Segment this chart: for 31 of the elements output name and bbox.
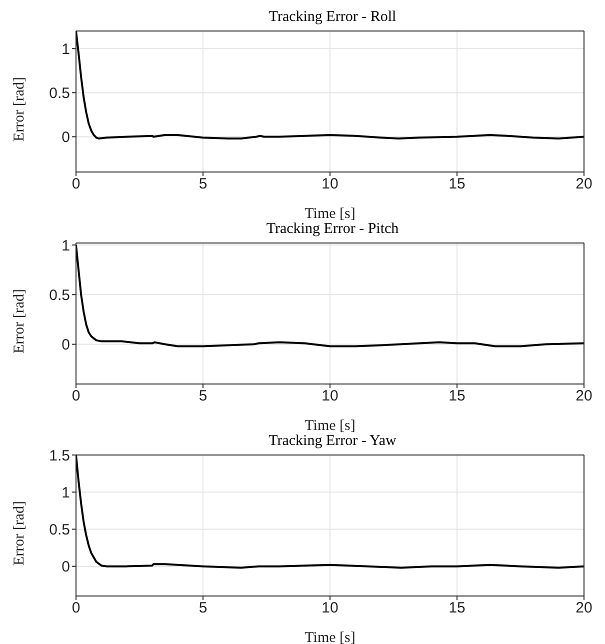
x-axis-title: Time [s] [304,630,356,644]
x-tick-label: 15 [448,600,466,617]
chart-title: Tracking Error - Pitch [265,220,400,238]
y-tick-label: 1 [62,40,70,58]
y-tick-label: 0.5 [49,85,70,102]
y-axis-title: Error [rad] [11,76,28,142]
x-tick-label: 5 [198,176,208,193]
chart-title: Tracking Error - Roll [268,8,398,26]
y-tick-label: 0 [62,558,70,576]
x-axis-title: Time [s] [304,418,356,434]
y-tick-label: 1.5 [49,447,70,464]
x-tick-label: 10 [322,176,338,193]
y-tick-label: 0 [62,336,70,354]
y-tick-label: 1 [62,484,70,502]
x-tick-label: 20 [576,176,592,193]
y-tick-label: 0.5 [49,286,70,304]
x-axis-title: Time [s] [304,206,356,222]
y-axis-title: Error [rad] [11,500,28,566]
x-tick-label: 5 [198,600,208,617]
x-tick-label: 10 [322,388,338,405]
x-tick-label: 20 [576,600,592,617]
x-tick-label: 5 [198,388,208,405]
x-tick-label: 10 [322,600,338,617]
x-tick-label: 15 [448,176,466,193]
x-tick-label: 15 [448,388,466,405]
y-tick-label: 0.5 [49,522,70,539]
chart-title: Tracking Error - Yaw [268,433,396,449]
y-tick-label: 1 [62,237,70,254]
y-tick-label: 0 [62,129,70,146]
y-axis-title: Error [rad] [11,288,28,354]
x-tick-label: 20 [576,388,592,405]
